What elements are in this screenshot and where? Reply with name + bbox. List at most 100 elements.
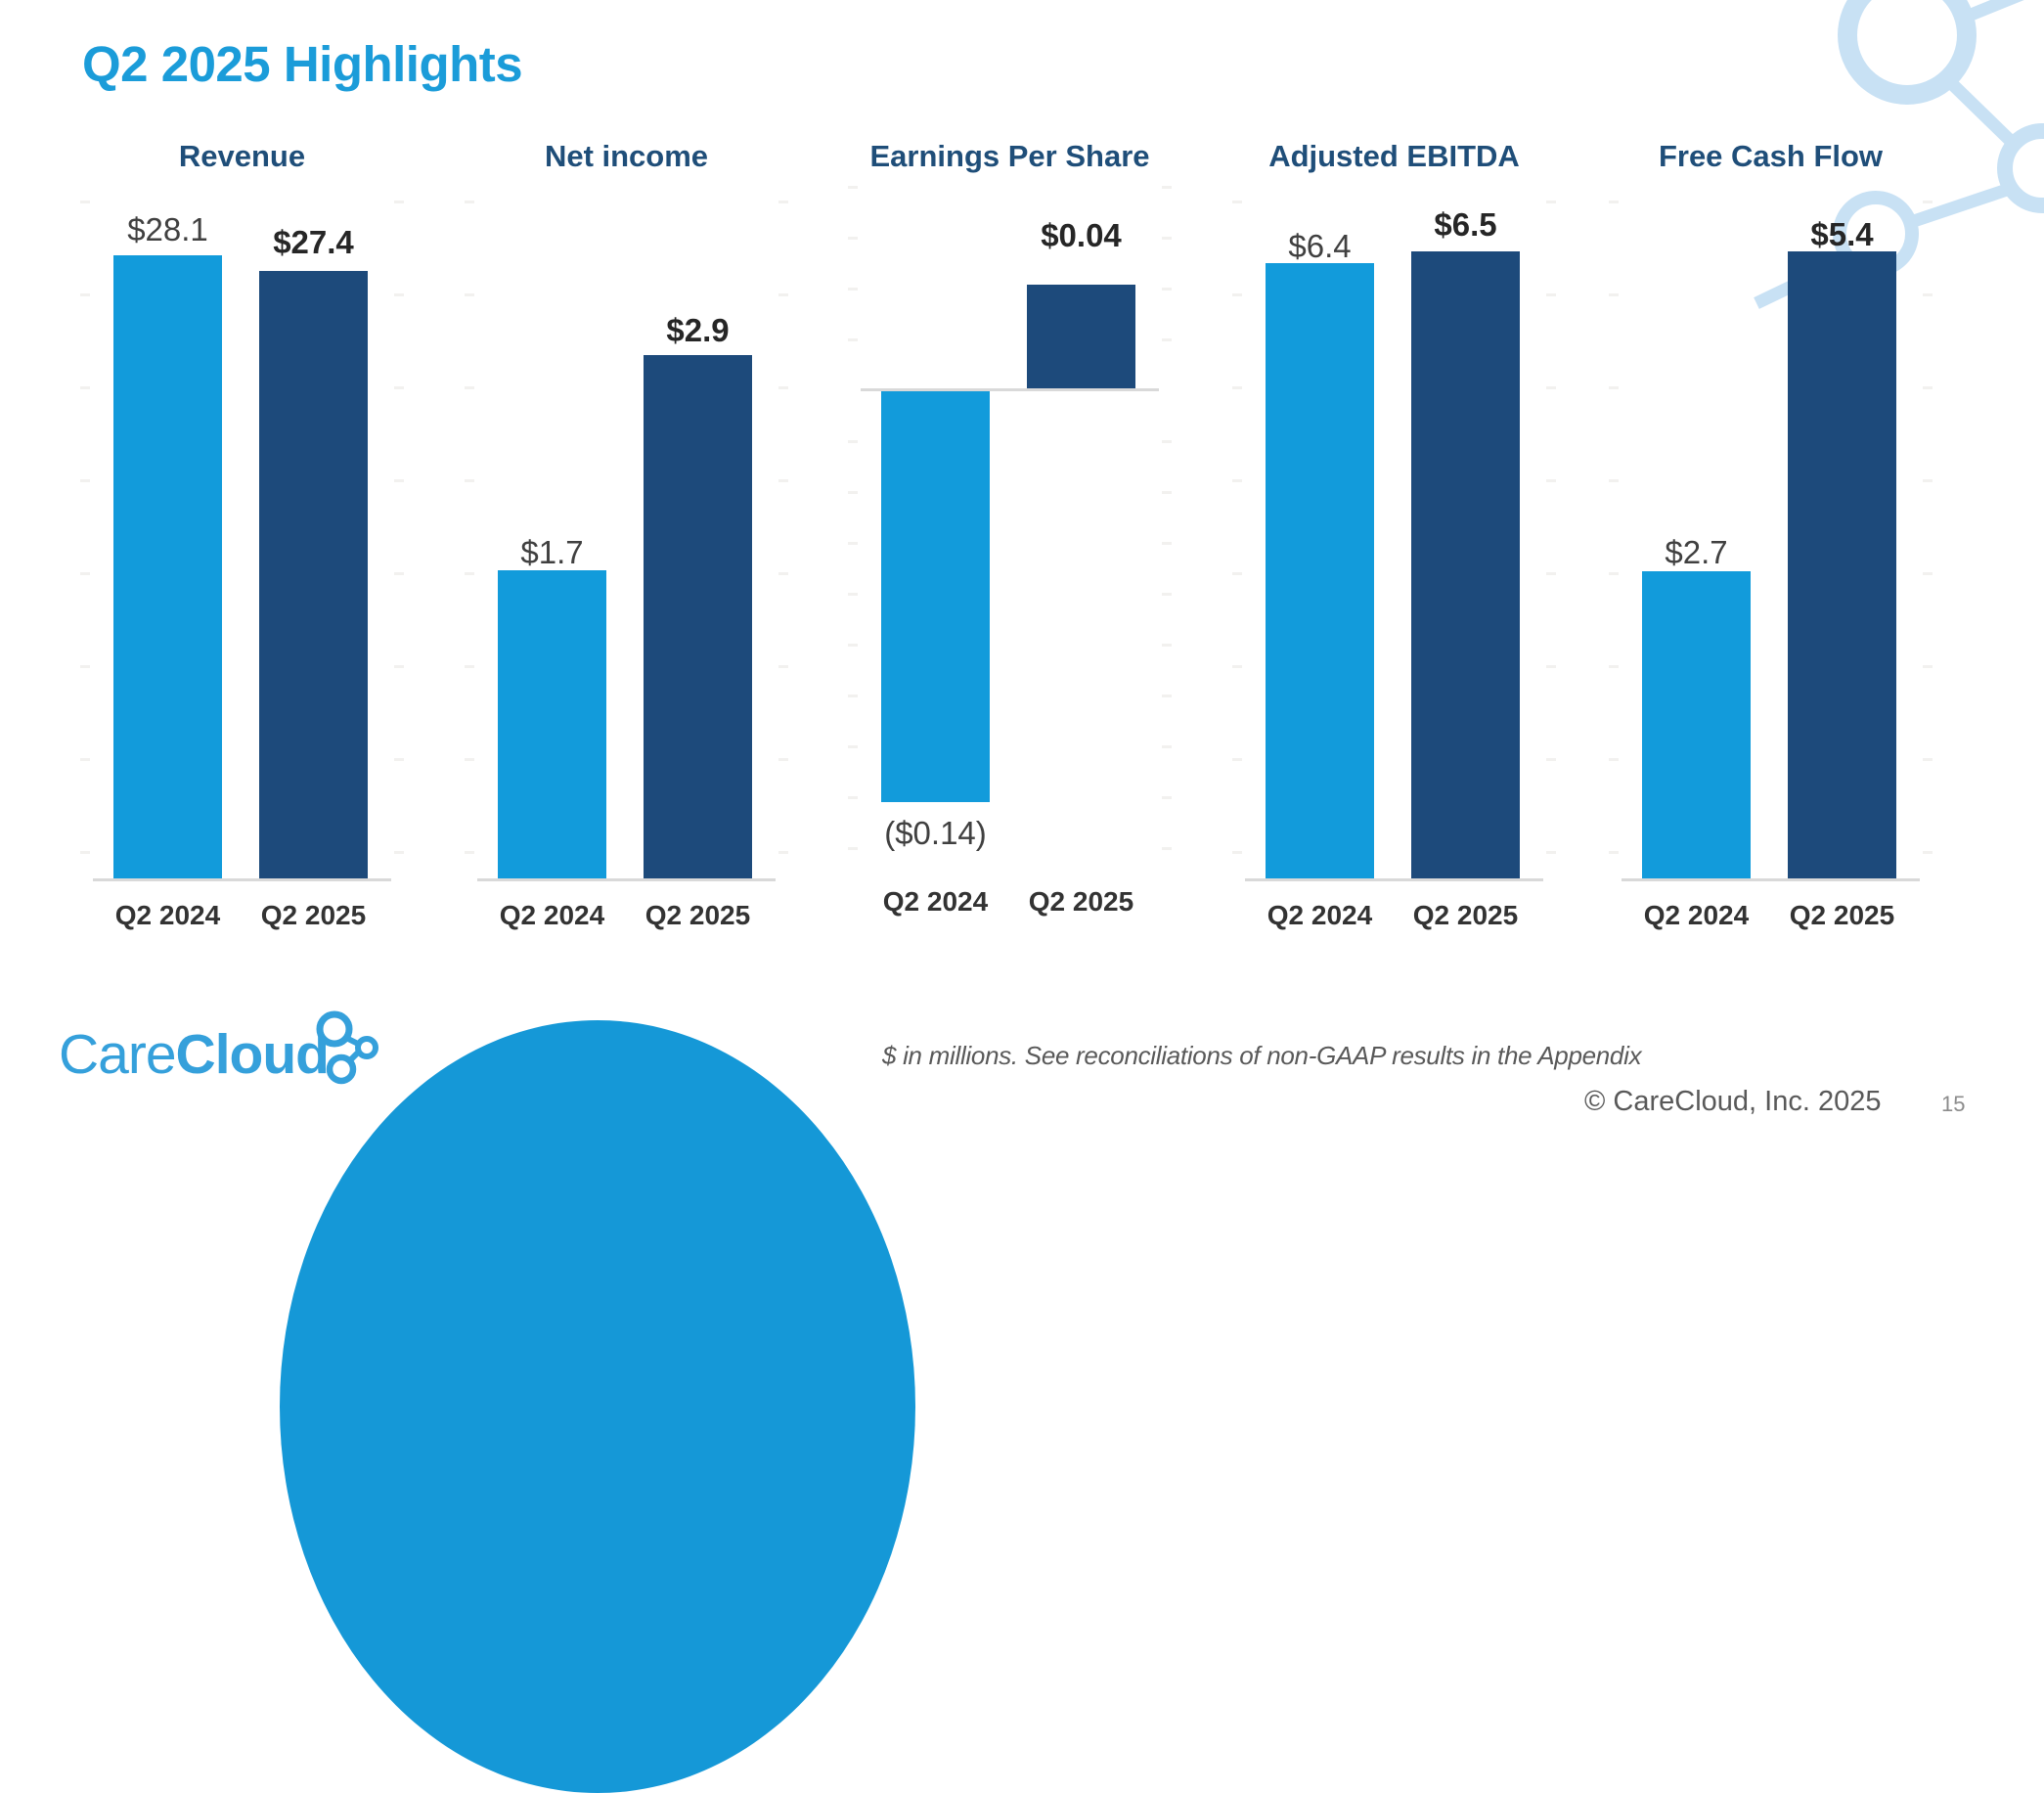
page-number: 15 [1941,1092,1966,1116]
molecule-connector [1902,183,2010,231]
category-label: Q2 2025 [1412,900,1519,930]
value-label: $0.04 [1041,217,1122,253]
bar-q2-2024 [881,391,990,802]
category-label: Q2 2025 [644,900,751,930]
value-label: $6.4 [1288,228,1352,264]
tick-mark [1923,386,1933,389]
logo-text-care: Care [59,1023,177,1086]
tick-mark [394,572,404,575]
tick-mark [1923,201,1933,203]
bar-q2-2025 [259,271,368,878]
tick-mark [465,479,474,482]
axis-line [861,388,1159,391]
tick-mark [394,386,404,389]
tick-mark [1232,479,1242,482]
tick-mark [465,201,474,203]
tick-mark [80,479,90,482]
tick-mark [1162,695,1172,697]
molecule-connector [1939,71,2023,154]
tick-mark [848,644,858,647]
tick-mark [394,851,404,854]
chart-net-income: Net income $1.7 Q2 2024 $2.9 Q2 2025 [465,137,788,959]
tick-mark [1546,572,1556,575]
tick-mark [1162,796,1172,799]
tick-mark [1232,758,1242,761]
tick-mark [465,851,474,854]
chart-earnings-per-share: Earnings Per Share ($0.14) Q2 2024 $0.04 Q2 … [848,137,1172,959]
chart-title: Net income [544,139,709,173]
value-label: $27.4 [273,224,354,260]
tick-mark [848,745,858,748]
chart-title: Earnings Per Share [869,139,1150,173]
tick-mark [1923,665,1933,668]
tick-mark [848,796,858,799]
tick-mark [1546,851,1556,854]
value-label: $2.7 [1665,534,1728,570]
slide-title: Q2 2025 Highlights [82,36,523,92]
value-label: $1.7 [520,534,584,570]
tick-mark [1162,491,1172,494]
category-label: Q2 2025 [1789,900,1895,930]
bar-q2-2025 [1788,251,1896,878]
tick-mark [80,851,90,854]
value-label: $28.1 [127,211,208,247]
tick-mark [1162,847,1172,850]
tick-mark [80,293,90,296]
tick-mark [1232,293,1242,296]
category-label: Q2 2024 [1643,900,1750,930]
tick-mark [1232,851,1242,854]
chart-title: Revenue [178,139,306,173]
tick-mark [1923,851,1933,854]
tick-mark [848,593,858,596]
axis-line [477,878,776,881]
tick-mark [1609,386,1619,389]
tick-mark [848,237,858,240]
chart-title: Free Cash Flow [1658,139,1884,173]
tick-mark [1546,665,1556,668]
chart-adjusted-ebitda: Adjusted EBITDA $6.4 Q2 2024 $6.5 Q2 2025 [1232,137,1556,959]
tick-mark [778,201,788,203]
tick-mark [1546,293,1556,296]
tick-mark [1609,758,1619,761]
tick-mark [465,665,474,668]
tick-mark [1609,572,1619,575]
logo-text-cloud: Cloud [175,1023,330,1086]
tick-mark [848,491,858,494]
tick-mark [80,201,90,203]
tick-mark [778,851,788,854]
tick-mark [1546,479,1556,482]
bar-q2-2025 [644,355,752,878]
tick-mark [778,758,788,761]
tick-mark [80,572,90,575]
tick-mark [394,479,404,482]
tick-mark [848,186,858,189]
axis-line [93,878,391,881]
footnote: $ in millions. See reconciliations of no… [882,1041,1642,1070]
tick-mark [394,201,404,203]
tick-mark [1923,293,1933,296]
tick-mark [465,386,474,389]
bar-q2-2024 [498,570,606,878]
tick-mark [394,293,404,296]
tick-mark [1162,745,1172,748]
molecule-logo-icon [316,1010,378,1085]
tick-mark [1162,237,1172,240]
category-label: Q2 2025 [260,900,367,930]
tick-mark [848,440,858,443]
tick-mark [1162,186,1172,189]
category-label: Q2 2024 [499,900,605,930]
value-label: $6.5 [1434,206,1497,243]
category-label: Q2 2024 [1266,900,1373,930]
category-label: Q2 2024 [114,900,221,930]
tick-mark [1162,288,1172,291]
value-label: $2.9 [666,312,730,348]
category-label: Q2 2024 [882,886,989,917]
category-label: Q2 2025 [1028,886,1134,917]
bar-q2-2024 [113,255,222,878]
tick-mark [1923,479,1933,482]
tick-mark [778,386,788,389]
tick-mark [1609,293,1619,296]
tick-mark [1162,644,1172,647]
molecule-node [1838,0,1977,105]
chart-free-cash-flow: Free Cash Flow $2.7 Q2 2024 $5.4 Q2 2025 [1609,137,1933,959]
